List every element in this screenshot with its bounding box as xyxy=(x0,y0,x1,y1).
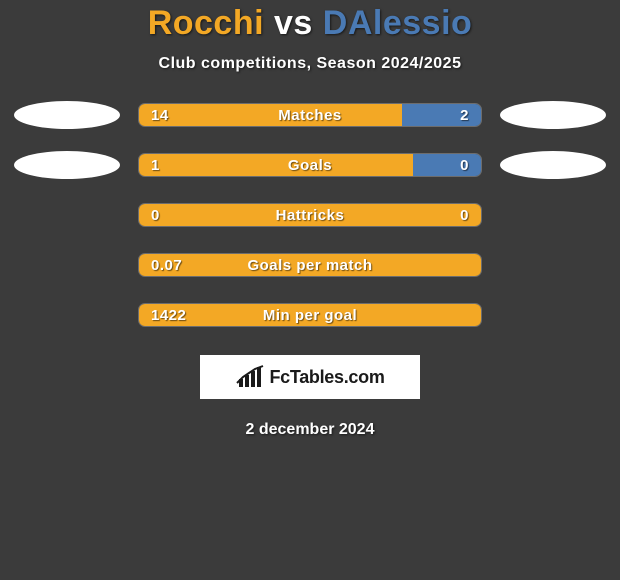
stat-row: 1422Min per goal xyxy=(0,301,620,329)
date-text: 2 december 2024 xyxy=(246,421,375,439)
stat-category: Matches xyxy=(139,104,481,126)
subtitle: Club competitions, Season 2024/2025 xyxy=(159,55,462,73)
title-vs: vs xyxy=(274,4,313,42)
player1-avatar xyxy=(14,101,120,129)
player1-name: Rocchi xyxy=(148,4,264,42)
stat-category: Goals xyxy=(139,154,481,176)
player2-name: DAlessio xyxy=(323,4,473,42)
stat-value-player2: 2 xyxy=(460,104,469,126)
stat-row: 0.07Goals per match xyxy=(0,251,620,279)
stat-category: Goals per match xyxy=(139,254,481,276)
page-title: Rocchi vs DAlessio xyxy=(148,4,473,43)
stat-row: 14Matches2 xyxy=(0,101,620,129)
stat-rows: 14Matches21Goals00Hattricks00.07Goals pe… xyxy=(0,101,620,329)
logo-text: FcTables.com xyxy=(269,367,384,388)
stat-bar: 14Matches2 xyxy=(138,103,482,127)
logo-box: FcTables.com xyxy=(200,355,420,399)
stat-value-player2: 0 xyxy=(460,204,469,226)
stat-row: 0Hattricks0 xyxy=(0,201,620,229)
player2-avatar xyxy=(500,101,606,129)
chart-icon xyxy=(235,365,265,389)
player1-avatar xyxy=(14,151,120,179)
stat-bar: 0Hattricks0 xyxy=(138,203,482,227)
stat-bar: 1422Min per goal xyxy=(138,303,482,327)
stat-bar: 0.07Goals per match xyxy=(138,253,482,277)
stat-row: 1Goals0 xyxy=(0,151,620,179)
stat-category: Min per goal xyxy=(139,304,481,326)
stat-value-player2: 0 xyxy=(460,154,469,176)
stat-bar: 1Goals0 xyxy=(138,153,482,177)
stat-category: Hattricks xyxy=(139,204,481,226)
player2-avatar xyxy=(500,151,606,179)
comparison-card: Rocchi vs DAlessio Club competitions, Se… xyxy=(0,0,620,439)
